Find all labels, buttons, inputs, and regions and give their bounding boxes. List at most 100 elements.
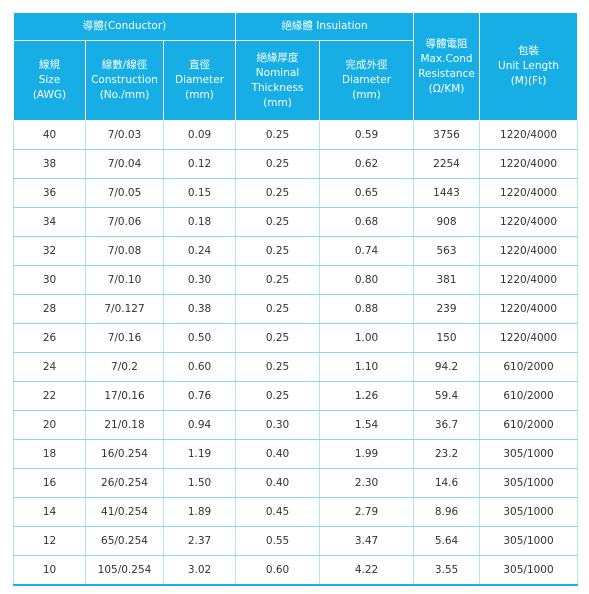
header-label-line: 包裝 <box>518 45 540 57</box>
cell-size-awg: 26 <box>13 323 86 353</box>
header-label-line: Resistance <box>418 67 475 80</box>
header-label-line: (M)(Ft) <box>510 75 547 87</box>
cell-unit-length: 1220/4000 <box>479 294 579 324</box>
header-label-line: (No./mm) <box>99 89 150 101</box>
cell-size-awg: 24 <box>13 352 86 382</box>
header-subcolumn-row: 線規 Size (AWG) 線數/線徑 Construction (No./mm) 直徑… <box>13 40 578 121</box>
cell-conductor-diameter: 1.50 <box>162 468 237 498</box>
cell-finished-diameter: 1.00 <box>319 323 415 353</box>
header-label-line: (mm) <box>352 89 381 101</box>
cell-resistance: 3.55 <box>413 555 481 586</box>
insulation-group-header: 絕緣體 Insulation <box>235 12 415 41</box>
cell-unit-length: 1220/4000 <box>479 323 579 353</box>
header-label-line: Unit Length <box>498 60 559 72</box>
cell-unit-length: 305/1000 <box>479 439 579 469</box>
cell-construction: 16/0.254 <box>85 439 164 469</box>
header-label-line: 導體電阻 <box>425 37 468 50</box>
cell-resistance: 3756 <box>413 120 481 150</box>
cell-conductor-diameter: 3.02 <box>162 555 237 586</box>
spec-table-container: 導體(Conductor) 絕緣體 Insulation 導體電阻 Max.Con… <box>12 12 579 586</box>
cell-conductor-diameter: 0.50 <box>162 323 237 353</box>
cell-unit-length: 305/1000 <box>479 497 579 527</box>
header-label-line: Diameter <box>174 74 225 86</box>
cell-nominal-thickness: 0.25 <box>235 294 321 324</box>
cell-resistance: 59.4 <box>413 381 481 411</box>
header-group-row: 導體(Conductor) 絕緣體 Insulation 導體電阻 Max.Con… <box>12 12 579 121</box>
cell-size-awg: 20 <box>13 410 86 440</box>
cell-size-awg: 36 <box>13 178 86 208</box>
cell-resistance: 5.64 <box>413 526 481 556</box>
table-body: 40 7/0.03 0.09 0.25 0.59 3756 1220/4000 38 7/0.0… <box>13 120 579 586</box>
cell-resistance: 8.96 <box>413 497 481 527</box>
cell-nominal-thickness: 0.55 <box>235 526 321 556</box>
cell-conductor-diameter: 0.18 <box>162 207 237 237</box>
cell-resistance: 14.6 <box>413 468 481 498</box>
cell-conductor-diameter: 0.09 <box>162 120 237 150</box>
cell-size-awg: 40 <box>13 120 86 150</box>
cell-nominal-thickness: 0.30 <box>235 410 321 440</box>
header-finished-diameter: 完成外徑 Diameter (mm) <box>319 40 415 121</box>
cell-size-awg: 32 <box>13 236 86 266</box>
cell-unit-length: 305/1000 <box>479 555 579 586</box>
cell-construction: 105/0.254 <box>85 555 164 586</box>
cell-nominal-thickness: 0.25 <box>235 120 321 150</box>
table-row: 36 7/0.05 0.15 0.25 0.65 1443 1220/4000 <box>13 178 579 208</box>
header-nominal-thickness: 絕緣厚度 Nominal Thickness (mm) <box>235 40 321 121</box>
cell-conductor-diameter: 2.37 <box>162 526 237 556</box>
cell-unit-length: 610/2000 <box>479 410 579 440</box>
cell-unit-length: 305/1000 <box>479 468 579 498</box>
table-row: 16 26/0.254 1.50 0.40 2.30 14.6 305/1000 <box>13 468 579 498</box>
header-label-line: 絕緣厚度 <box>256 51 299 64</box>
cell-finished-diameter: 1.99 <box>319 439 415 469</box>
cell-nominal-thickness: 0.40 <box>235 468 321 498</box>
cell-construction: 7/0.2 <box>85 352 164 382</box>
header-label-line: 線規 <box>39 59 60 71</box>
table-row: 32 7/0.08 0.24 0.25 0.74 563 1220/4000 <box>13 236 579 266</box>
cell-construction: 7/0.16 <box>85 323 164 353</box>
table-row: 24 7/0.2 0.60 0.25 1.10 94.2 610/2000 <box>13 352 579 382</box>
cell-nominal-thickness: 0.45 <box>235 497 321 527</box>
cell-resistance: 563 <box>413 236 481 266</box>
cell-unit-length: 610/2000 <box>479 381 579 411</box>
cell-size-awg: 14 <box>13 497 86 527</box>
table-row: 38 7/0.04 0.12 0.25 0.62 2254 1220/4000 <box>13 149 579 179</box>
cell-size-awg: 12 <box>13 526 86 556</box>
cell-unit-length: 1220/4000 <box>479 120 579 150</box>
cell-resistance: 36.7 <box>413 410 481 440</box>
cell-finished-diameter: 0.80 <box>319 265 415 295</box>
cell-resistance: 1443 <box>413 178 481 208</box>
cell-finished-diameter: 0.65 <box>319 178 415 208</box>
table-row: 40 7/0.03 0.09 0.25 0.59 3756 1220/4000 <box>13 120 579 150</box>
cell-conductor-diameter: 0.60 <box>162 352 237 382</box>
cell-size-awg: 38 <box>13 149 86 179</box>
cell-size-awg: 30 <box>13 265 86 295</box>
header-label-line: Diameter <box>342 74 392 86</box>
cell-resistance: 239 <box>413 294 481 324</box>
table-row: 30 7/0.10 0.30 0.25 0.80 381 1220/4000 <box>13 265 579 295</box>
header-label-line: 直徑 <box>189 59 210 71</box>
cell-finished-diameter: 2.79 <box>319 497 415 527</box>
cell-finished-diameter: 3.47 <box>319 526 415 556</box>
cell-finished-diameter: 0.68 <box>319 207 415 237</box>
cell-nominal-thickness: 0.25 <box>235 265 321 295</box>
header-size: 線規 Size (AWG) <box>13 40 86 121</box>
cell-conductor-diameter: 0.12 <box>162 149 237 179</box>
cell-finished-diameter: 2.30 <box>319 468 415 498</box>
cell-nominal-thickness: 0.40 <box>235 439 321 469</box>
cell-unit-length: 1220/4000 <box>479 236 579 266</box>
cell-construction: 21/0.18 <box>85 410 164 440</box>
cell-conductor-diameter: 0.30 <box>162 265 237 295</box>
table-row: 28 7/0.127 0.38 0.25 0.88 239 1220/4000 <box>13 294 579 324</box>
cell-conductor-diameter: 0.24 <box>162 236 237 266</box>
header-label-line: 線數/線徑 <box>101 59 148 71</box>
cell-conductor-diameter: 1.89 <box>162 497 237 527</box>
header-unit-length: 包裝 Unit Length (M)(Ft) <box>479 12 579 121</box>
header-construction: 線數/線徑 Construction (No./mm) <box>85 40 164 121</box>
cell-nominal-thickness: 0.25 <box>235 207 321 237</box>
cell-size-awg: 10 <box>13 555 86 586</box>
cell-unit-length: 305/1000 <box>479 526 579 556</box>
cell-construction: 65/0.254 <box>85 526 164 556</box>
table-row: 10 105/0.254 3.02 0.60 4.22 3.55 305/1000 <box>13 555 579 586</box>
cell-conductor-diameter: 0.38 <box>162 294 237 324</box>
cell-size-awg: 18 <box>13 439 86 469</box>
